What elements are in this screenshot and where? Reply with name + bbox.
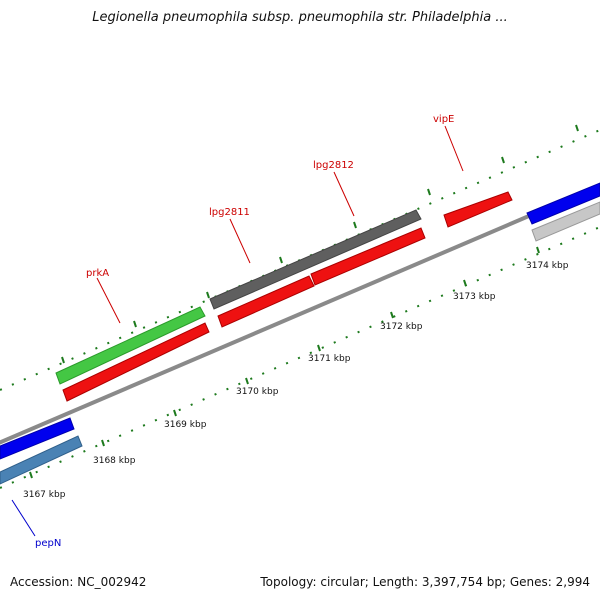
gene-blue-upper-right[interactable]: [526, 182, 600, 225]
scale-label: 3173 kbp: [453, 292, 496, 302]
prkA-leader: [96, 277, 121, 324]
scale-label: 3174 kbp: [526, 261, 569, 271]
gene-light-gray[interactable]: [531, 201, 600, 242]
lower-major-ticks: [29, 246, 540, 479]
scale-label: 3169 kbp: [164, 420, 207, 430]
scale-label: 3172 kbp: [380, 322, 423, 332]
gene-red-2[interactable]: [217, 275, 315, 328]
gene-label-pepN[interactable]: pepN: [35, 538, 61, 549]
gene-red-1[interactable]: [62, 322, 210, 402]
gene-label-lpg2812[interactable]: lpg2812: [313, 160, 354, 171]
gene-red-3[interactable]: [310, 227, 426, 286]
scale-label: 3168 kbp: [93, 456, 136, 466]
gene-steel-blue[interactable]: [0, 435, 83, 485]
genome-summary: Topology: circular; Length: 3,397,754 bp…: [260, 575, 590, 589]
gene-label-vipE[interactable]: vipE: [433, 114, 454, 125]
upper-major-ticks: [61, 124, 579, 364]
scale-label: 3167 kbp: [23, 490, 66, 500]
map-title: Legionella pneumophila subsp. pneumophil…: [92, 10, 508, 25]
gene-label-lpg2811[interactable]: lpg2811: [209, 207, 250, 218]
gene-red-4[interactable]: [443, 191, 513, 228]
lpg2811-leader: [229, 218, 251, 264]
gene-green-upper[interactable]: [55, 306, 206, 385]
gene-blue-upper-left[interactable]: [0, 417, 75, 460]
scale-label: 3170 kbp: [236, 387, 279, 397]
lpg2812-leader: [333, 171, 355, 217]
gene-label-prkA[interactable]: prkA: [86, 268, 109, 279]
scale-label: 3171 kbp: [308, 354, 351, 364]
gene-dark-gray-upper[interactable]: [209, 209, 422, 310]
accession-label: Accession: NC_002942: [10, 575, 147, 589]
genome-backbone: [0, 183, 600, 445]
vipE-leader: [444, 125, 464, 172]
pepN-leader: [11, 499, 36, 537]
